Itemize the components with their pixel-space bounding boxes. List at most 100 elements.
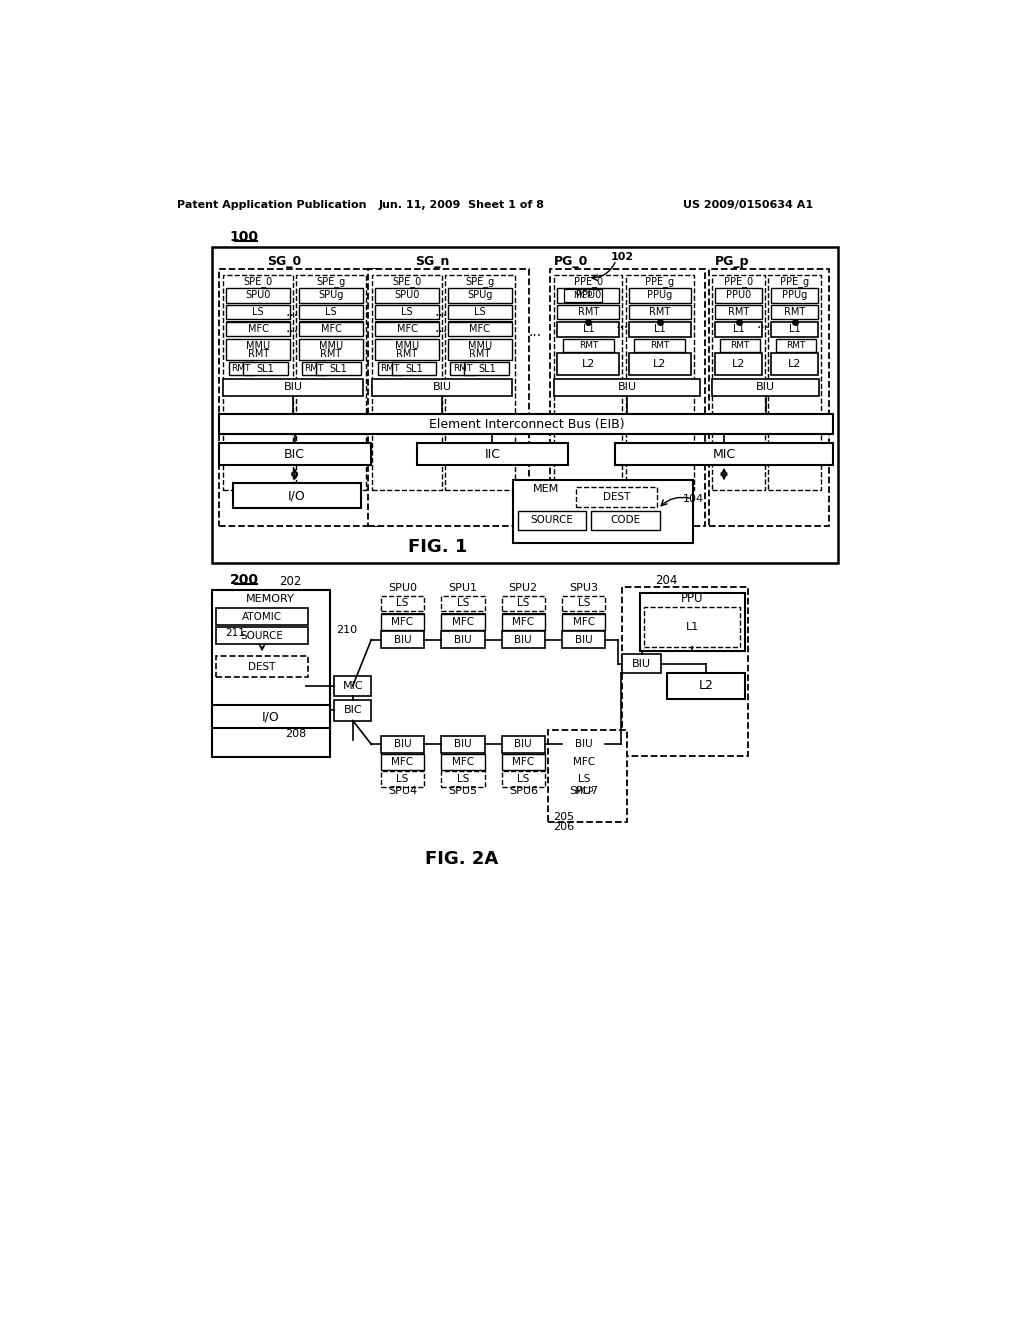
Text: BIC: BIC: [343, 705, 362, 715]
Text: LS: LS: [457, 774, 469, 784]
Bar: [563, 339, 614, 351]
Text: RMT: RMT: [579, 341, 598, 350]
Text: LS: LS: [326, 308, 337, 317]
Bar: [441, 771, 484, 787]
Text: MFC: MFC: [452, 758, 474, 767]
Bar: [623, 586, 748, 756]
Bar: [518, 511, 586, 529]
Bar: [502, 631, 545, 648]
Bar: [629, 288, 690, 304]
Text: PG_p: PG_p: [715, 255, 750, 268]
Bar: [226, 339, 290, 360]
Bar: [417, 444, 568, 465]
Bar: [562, 614, 605, 630]
Bar: [381, 595, 424, 611]
Text: MFC: MFC: [248, 325, 268, 334]
Bar: [592, 511, 659, 529]
Bar: [563, 289, 602, 302]
Bar: [548, 730, 627, 822]
Text: LS: LS: [252, 308, 264, 317]
Text: RMT: RMT: [231, 364, 251, 374]
Text: BIU: BIU: [514, 635, 532, 644]
Text: BIU: BIU: [574, 739, 593, 750]
Bar: [557, 288, 620, 304]
Bar: [449, 288, 512, 304]
Text: SG_n: SG_n: [416, 255, 450, 268]
Bar: [226, 288, 290, 304]
Bar: [768, 275, 821, 490]
Bar: [713, 275, 765, 490]
Text: PG_0: PG_0: [554, 255, 589, 268]
Bar: [212, 590, 330, 758]
Text: MEMORY: MEMORY: [246, 594, 295, 603]
Bar: [381, 737, 424, 752]
Text: RMT: RMT: [730, 341, 750, 350]
Bar: [315, 363, 360, 375]
Bar: [441, 614, 484, 630]
Text: SPUg: SPUg: [467, 290, 493, 301]
Text: PPE_0: PPE_0: [724, 276, 754, 286]
Text: SPE_g: SPE_g: [465, 276, 495, 286]
Text: PPUg: PPUg: [782, 290, 807, 301]
Bar: [232, 483, 360, 508]
Text: SOURCE: SOURCE: [241, 631, 284, 640]
Text: DEST: DEST: [602, 492, 630, 502]
Text: BIU: BIU: [514, 739, 532, 750]
Text: MFC: MFC: [572, 758, 595, 767]
Text: LS: LS: [457, 598, 469, 609]
Text: 206: 206: [553, 822, 573, 832]
Text: MMU: MMU: [246, 342, 270, 351]
Text: MMU: MMU: [395, 342, 419, 351]
Bar: [216, 656, 308, 677]
Text: BIU: BIU: [454, 635, 472, 644]
Text: LS: LS: [396, 774, 409, 784]
Text: ...: ...: [615, 317, 629, 331]
Text: I/O: I/O: [262, 710, 280, 723]
Bar: [554, 275, 623, 490]
Text: LS: LS: [474, 308, 485, 317]
Bar: [299, 322, 362, 337]
Text: Patent Application Publication: Patent Application Publication: [176, 199, 367, 210]
Bar: [441, 755, 484, 770]
Text: SL1: SL1: [256, 363, 274, 374]
Bar: [513, 480, 693, 544]
Text: 208: 208: [286, 730, 307, 739]
Text: SPU2: SPU2: [509, 583, 538, 593]
Text: PPU0: PPU0: [726, 290, 752, 301]
Text: US 2009/0150634 A1: US 2009/0150634 A1: [683, 199, 813, 210]
Text: SPU0: SPU0: [246, 290, 271, 301]
Bar: [644, 607, 740, 647]
Text: LS: LS: [578, 598, 590, 609]
Bar: [557, 354, 620, 375]
Text: SL1: SL1: [329, 363, 347, 374]
Text: RMT: RMT: [453, 364, 472, 374]
Bar: [228, 363, 254, 375]
Bar: [502, 595, 545, 611]
Bar: [375, 288, 438, 304]
Text: RMT: RMT: [649, 308, 671, 317]
Text: L2: L2: [787, 359, 801, 370]
Bar: [502, 771, 545, 787]
Text: ...: ...: [286, 321, 299, 335]
Text: LS: LS: [401, 308, 413, 317]
Bar: [464, 363, 509, 375]
Text: L2: L2: [698, 680, 714, 693]
Text: L1: L1: [788, 325, 801, 334]
Text: SPU7: SPU7: [569, 787, 598, 796]
Text: RMT: RMT: [728, 308, 750, 317]
Text: ...: ...: [434, 305, 447, 319]
Text: RMT: RMT: [784, 308, 805, 317]
Text: LS: LS: [517, 598, 529, 609]
Text: BIC: BIC: [284, 447, 305, 461]
Text: MFC: MFC: [572, 616, 595, 627]
Text: L1: L1: [733, 325, 744, 334]
Bar: [716, 305, 762, 319]
Text: L2: L2: [653, 359, 667, 370]
Text: 202: 202: [280, 576, 302, 589]
Text: RMT: RMT: [304, 364, 324, 374]
Text: MIC: MIC: [342, 681, 364, 690]
Bar: [776, 339, 816, 351]
Bar: [219, 268, 381, 527]
Text: FIG. 1: FIG. 1: [409, 539, 468, 556]
Bar: [334, 676, 372, 696]
